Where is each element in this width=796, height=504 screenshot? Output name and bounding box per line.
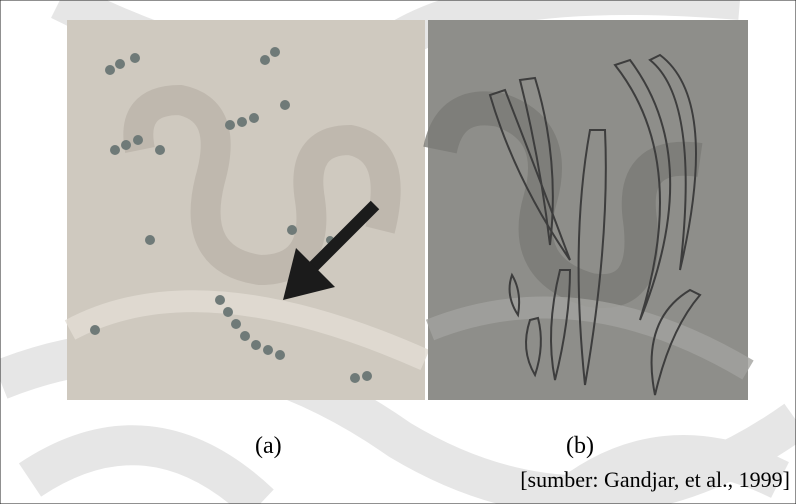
source-citation: [sumber: Gandjar, et al., 1999]: [520, 467, 790, 493]
panel-label: (b): [566, 433, 594, 460]
page: (a) (b) [sumber: Gandjar, et al., 1999]: [0, 0, 796, 504]
panel-a-image: [67, 20, 425, 400]
figure-graphics: [0, 0, 796, 504]
panel-b-image: [428, 20, 748, 400]
panel-label: (a): [255, 433, 282, 460]
